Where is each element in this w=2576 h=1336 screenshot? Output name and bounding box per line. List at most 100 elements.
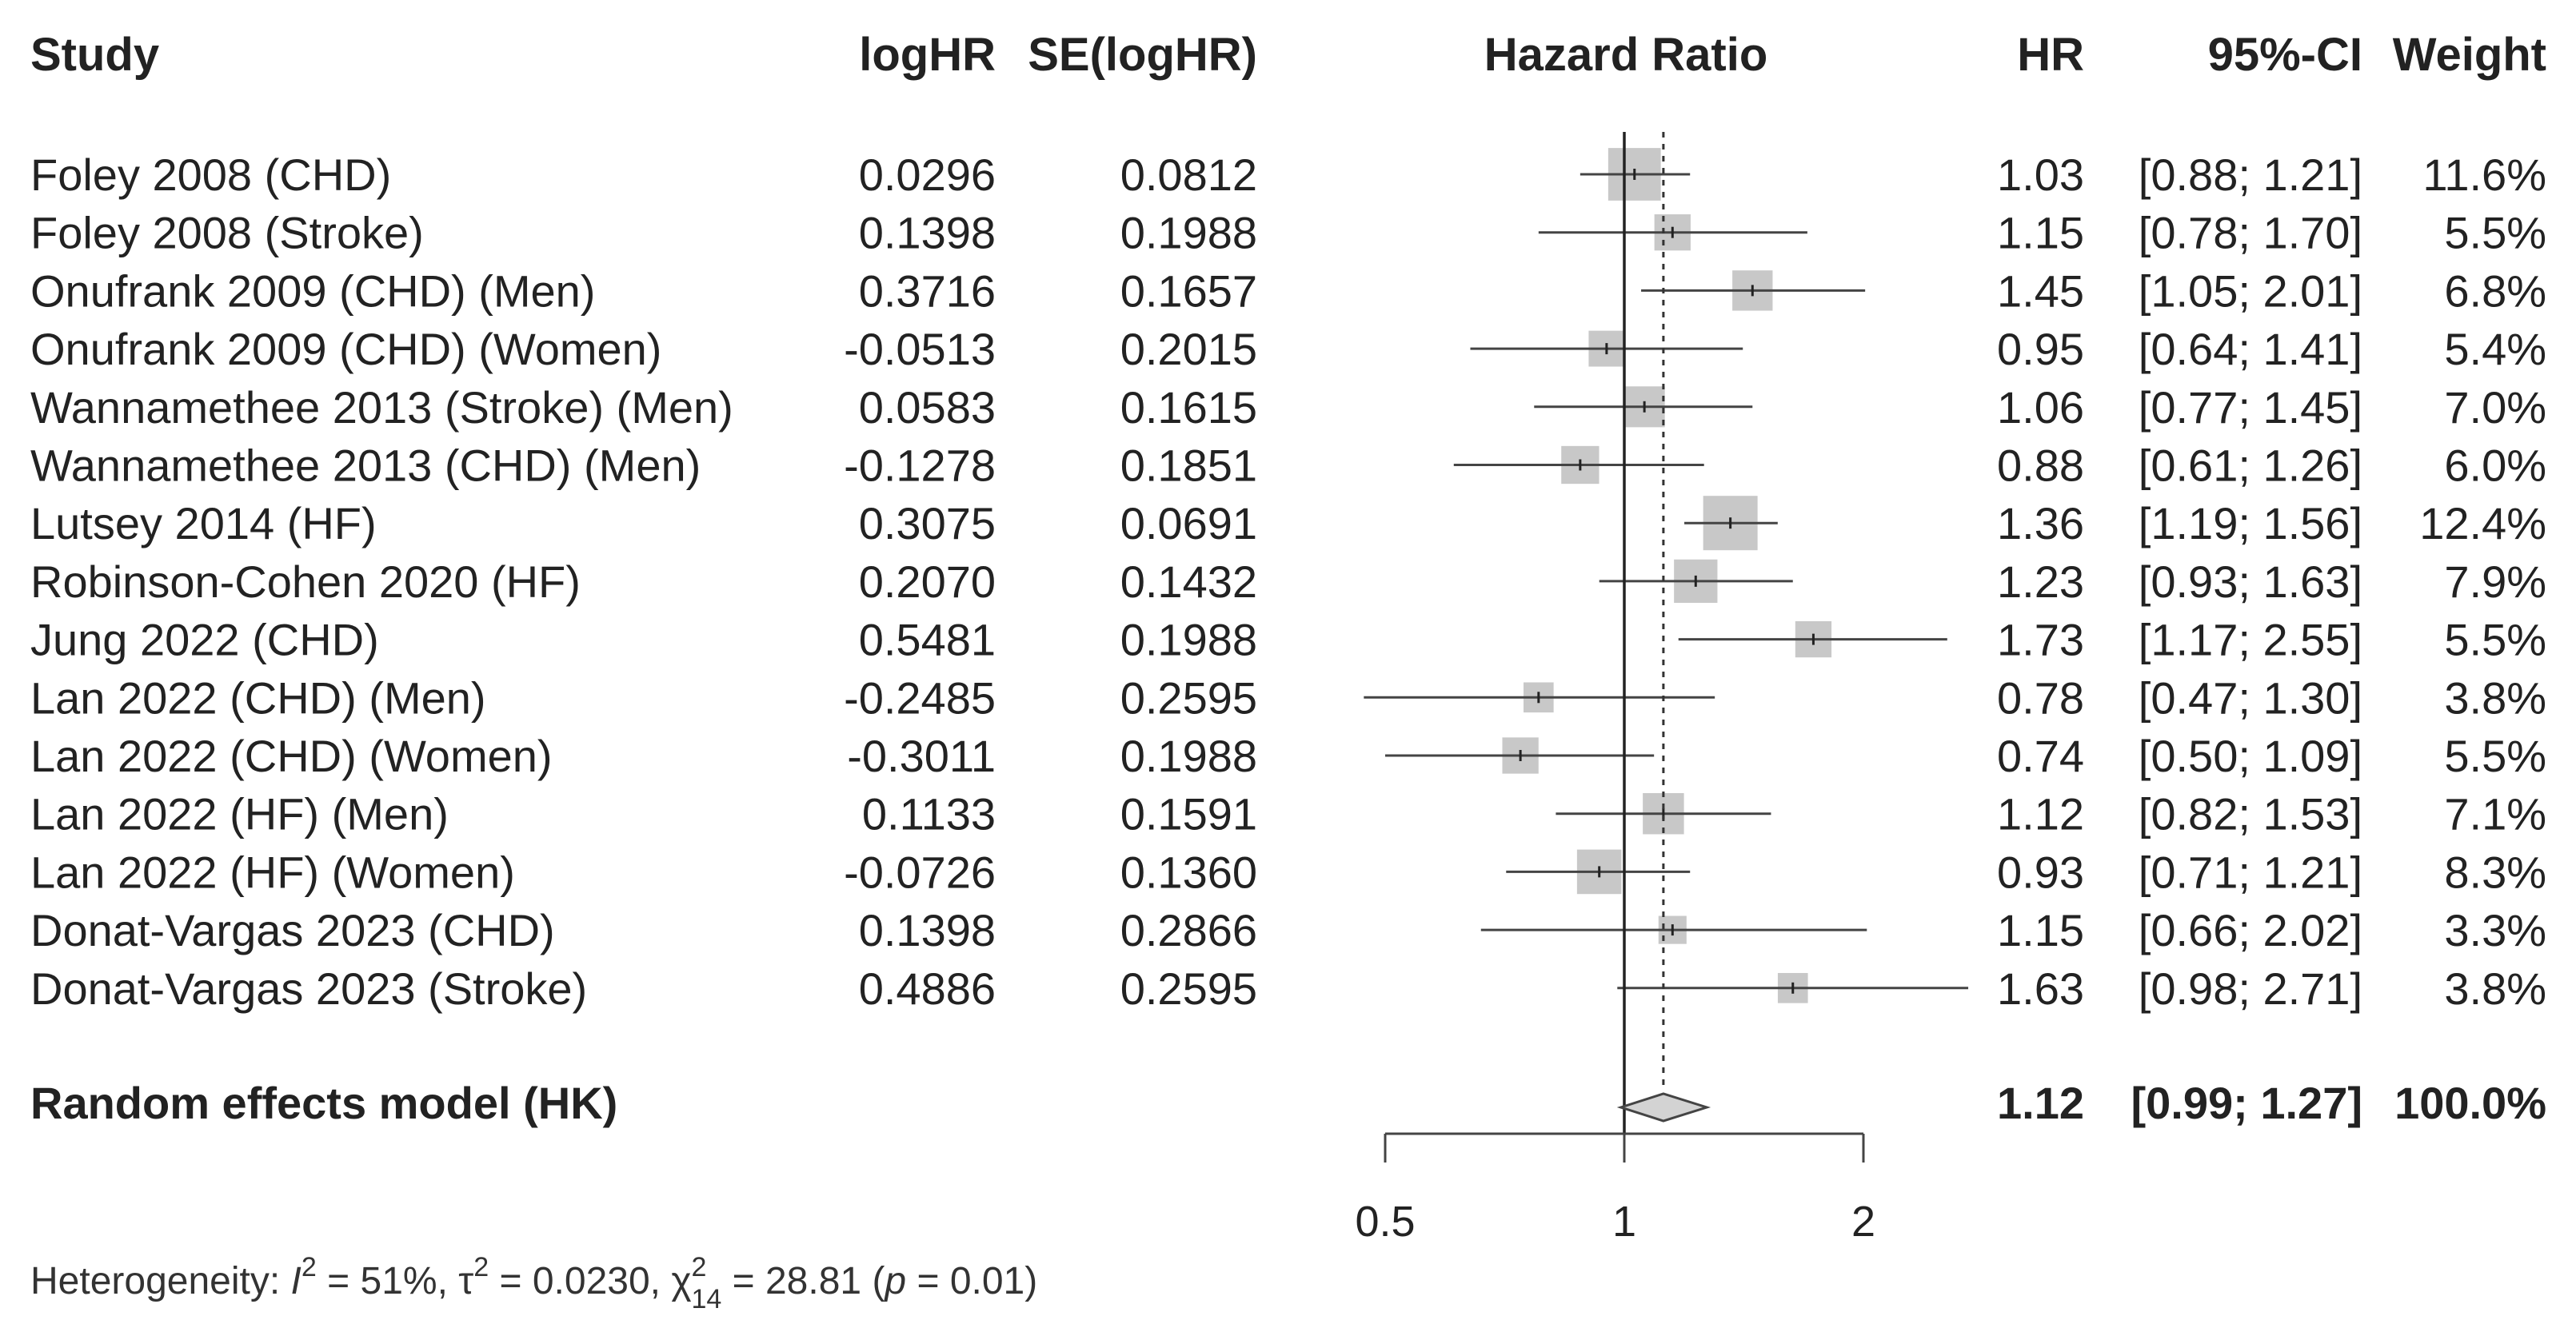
weight-value: 5.5% [2444, 731, 2546, 781]
weight-value: 7.1% [2444, 789, 2546, 839]
study-rows: Foley 2008 (CHD) 0.0296 0.0812 1.03 [0.88; 1… [30, 150, 2546, 1014]
weight-value: 8.3% [2444, 847, 2546, 897]
x-tick-label: 0.5 [1355, 1198, 1415, 1246]
het-i-symbol: I [291, 1260, 302, 1302]
hr-value: 1.73 [1997, 615, 2084, 665]
loghr-value: 0.2070 [859, 556, 996, 607]
study-label: Robinson-Cohen 2020 (HF) [30, 556, 581, 607]
het-prefix: Heterogeneity: [30, 1260, 291, 1302]
se-value: 0.0812 [1120, 150, 1257, 200]
hr-value: 1.06 [1997, 382, 2084, 433]
pooled-ci: [0.99; 1.27] [2131, 1078, 2363, 1128]
loghr-value: 0.3075 [859, 498, 996, 548]
se-value: 0.1657 [1120, 265, 1257, 316]
ci-value: [0.82; 1.53] [2139, 789, 2362, 839]
study-label: Onufrank 2009 (CHD) (Women) [30, 324, 661, 374]
weight-value: 6.8% [2444, 265, 2546, 316]
se-value: 0.0691 [1120, 498, 1257, 548]
header-study: Study [30, 29, 159, 81]
loghr-value: 0.4886 [859, 963, 996, 1014]
het-chi-value: = 28.81 ( [721, 1260, 885, 1302]
ci-value: [0.93; 1.63] [2139, 556, 2362, 607]
het-chi-sub: 14 [691, 1284, 721, 1314]
hr-value: 1.12 [1997, 789, 2084, 839]
se-value: 0.1615 [1120, 382, 1257, 433]
study-label: Jung 2022 (CHD) [30, 615, 379, 665]
ci-value: [0.61; 1.26] [2139, 441, 2362, 491]
hr-value: 1.15 [1997, 208, 2084, 258]
ci-value: [0.50; 1.09] [2139, 731, 2362, 781]
weight-value: 3.8% [2444, 963, 2546, 1014]
x-tick-label: 2 [1851, 1198, 1875, 1246]
hr-value: 1.15 [1997, 905, 2084, 955]
se-value: 0.2595 [1120, 963, 1257, 1014]
loghr-value: 0.1398 [859, 208, 996, 258]
pooled-label: Random effects model (HK) [30, 1078, 617, 1128]
header-loghr: logHR [859, 29, 996, 81]
se-value: 0.1988 [1120, 615, 1257, 665]
ci-value: [1.19; 1.56] [2139, 498, 2362, 548]
hr-value: 1.03 [1997, 150, 2084, 200]
header-ci: 95%-CI [2208, 29, 2362, 81]
se-value: 0.1360 [1120, 847, 1257, 897]
weight-value: 3.8% [2444, 672, 2546, 723]
header-weight: Weight [2393, 29, 2546, 81]
weight-value: 11.6% [2422, 150, 2546, 200]
study-label: Donat-Vargas 2023 (CHD) [30, 905, 555, 955]
pooled-hr: 1.12 [1997, 1078, 2084, 1128]
loghr-value: 0.0583 [859, 382, 996, 433]
weight-value: 3.3% [2444, 905, 2546, 955]
hr-value: 1.36 [1997, 498, 2084, 548]
hr-value: 0.78 [1997, 672, 2084, 723]
loghr-value: -0.3011 [847, 731, 996, 781]
loghr-value: 0.0296 [859, 150, 996, 200]
study-label: Donat-Vargas 2023 (Stroke) [30, 963, 587, 1014]
hr-value: 1.45 [1997, 265, 2084, 316]
ci-value: [0.88; 1.21] [2139, 150, 2362, 200]
hr-value: 1.23 [1997, 556, 2084, 607]
study-label: Foley 2008 (Stroke) [30, 208, 424, 258]
hr-value: 0.95 [1997, 324, 2084, 374]
het-i-value: = 51%, [317, 1260, 458, 1302]
ci-value: [0.64; 1.41] [2139, 324, 2362, 374]
weight-value: 7.0% [2444, 382, 2546, 433]
ci-value: [0.66; 2.02] [2139, 905, 2362, 955]
loghr-value: -0.0726 [844, 847, 996, 897]
pooled-diamond [1616, 1092, 1711, 1123]
ci-value: [1.17; 2.55] [2139, 615, 2362, 665]
hr-value: 0.93 [1997, 847, 2084, 897]
weight-value: 5.4% [2444, 324, 2546, 374]
loghr-value: 0.5481 [859, 615, 996, 665]
weight-value: 12.4% [2419, 498, 2546, 548]
het-tau-value: = 0.0230, [489, 1260, 671, 1302]
x-axis: 0.5 1 2 [1355, 1132, 1875, 1246]
loghr-value: 0.1398 [859, 905, 996, 955]
loghr-value: 0.3716 [859, 265, 996, 316]
weight-value: 6.0% [2444, 441, 2546, 491]
het-tau-symbol: τ [458, 1260, 473, 1302]
header-hazard-ratio: Hazard Ratio [1484, 29, 1768, 81]
plot-marks [1364, 132, 1969, 1134]
ci-value: [1.05; 2.01] [2139, 265, 2362, 316]
ci-value: [0.77; 1.45] [2139, 382, 2362, 433]
header-se: SE(logHR) [1028, 29, 1257, 81]
hr-value: 0.74 [1997, 731, 2084, 781]
se-value: 0.1591 [1120, 789, 1257, 839]
weight-value: 5.5% [2444, 208, 2546, 258]
study-label: Lan 2022 (CHD) (Women) [30, 731, 553, 781]
study-label: Foley 2008 (CHD) [30, 150, 391, 200]
header-hr: HR [2017, 29, 2084, 81]
study-label: Lan 2022 (CHD) (Men) [30, 672, 486, 723]
het-p-symbol: p [883, 1260, 906, 1302]
hr-value: 1.63 [1997, 963, 2084, 1014]
pooled-weight: 100.0% [2394, 1078, 2546, 1128]
het-chi-sup: 2 [692, 1252, 707, 1282]
study-label: Lan 2022 (HF) (Women) [30, 847, 515, 897]
se-value: 0.2015 [1120, 324, 1257, 374]
study-label: Wannamethee 2013 (Stroke) (Men) [30, 382, 733, 433]
hr-value: 0.88 [1997, 441, 2084, 491]
study-label: Wannamethee 2013 (CHD) (Men) [30, 441, 701, 491]
study-label: Onufrank 2009 (CHD) (Men) [30, 265, 595, 316]
loghr-value: -0.1278 [844, 441, 996, 491]
x-tick-label: 1 [1612, 1198, 1636, 1246]
